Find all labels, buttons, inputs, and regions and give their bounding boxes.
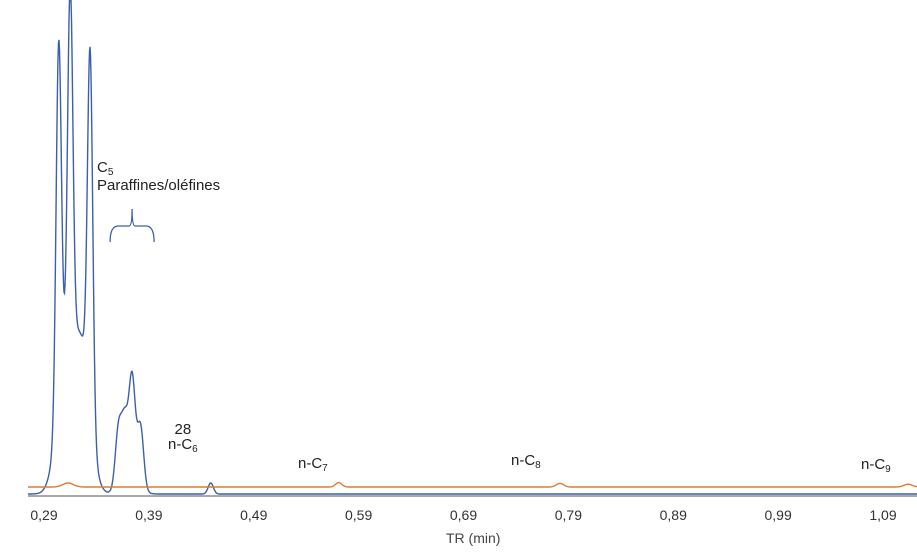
series-orange-trace [28,481,917,488]
annotation-c8: n-C8 [511,452,541,471]
annotation-c9: n-C9 [861,456,891,475]
x-tick-label: 0,29 [30,507,57,523]
x-tick-label: 0,59 [345,507,372,523]
x-tick-label: 0,39 [135,507,162,523]
x-tick-label: 1,09 [869,507,896,523]
x-tick-label: 0,69 [450,507,477,523]
x-tick-label: 0,89 [660,507,687,523]
x-tick-label: 0,99 [765,507,792,523]
c5-bracket [109,208,155,243]
x-tick-label: 0,49 [240,507,267,523]
annotation-c6: 28 n-C6 [168,421,198,455]
annotation-c5-line2: Paraffines/oléfines [97,177,221,194]
x-tick-label: 0,79 [555,507,582,523]
x-axis-label: TR (min) [446,530,501,546]
annotation-c6-top: 28 [174,421,192,438]
x-tick-labels: 0,29 0,39 0,49 0,59 0,69 0,79 0,89 0,99 1,09 [30,507,896,523]
annotation-c5: C5 Paraffines/oléfines [97,159,221,194]
series-blue-trace [28,0,917,495]
annotation-c7: n-C7 [298,455,328,474]
